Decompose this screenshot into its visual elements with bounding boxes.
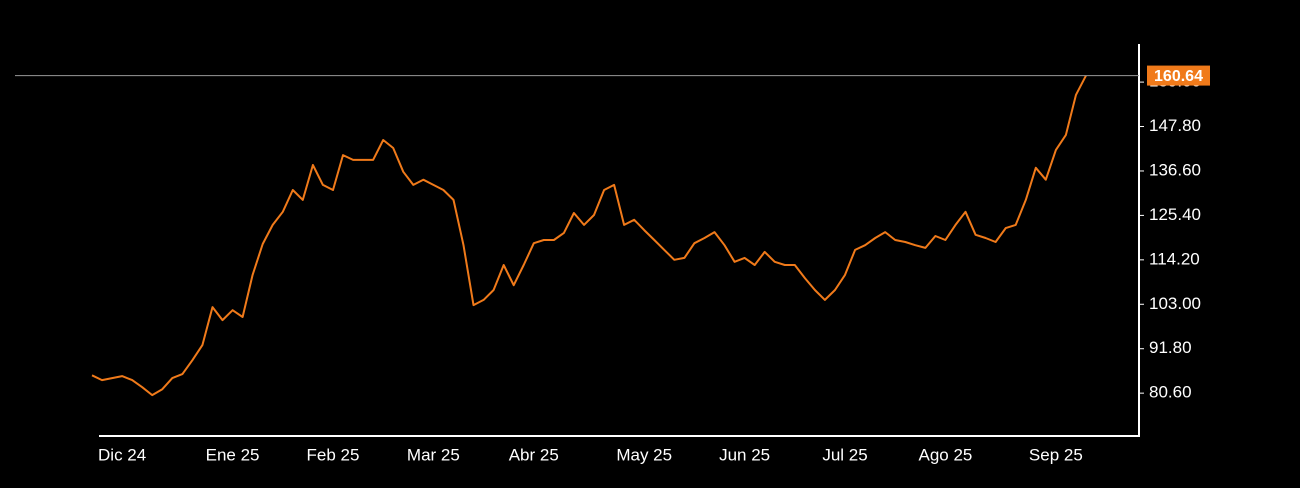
x-tick-label: May 25 <box>616 445 672 464</box>
x-tick-label: Feb 25 <box>307 445 360 464</box>
y-tick-label: 80.60 <box>1149 383 1192 402</box>
x-tick-label: Mar 25 <box>407 445 460 464</box>
y-tick-label: 114.20 <box>1149 249 1200 268</box>
x-tick-label: Sep 25 <box>1029 445 1083 464</box>
y-tick-label: 103.00 <box>1149 294 1201 313</box>
x-tick-label: Dic 24 <box>98 445 146 464</box>
x-tick-label: Ene 25 <box>206 445 260 464</box>
x-tick-label: Abr 25 <box>509 445 559 464</box>
y-tick-label: 91.80 <box>1149 338 1192 357</box>
y-tick-label: 136.60 <box>1149 160 1201 179</box>
current-value-badge <box>1147 65 1210 86</box>
x-tick-label: Jun 25 <box>719 445 770 464</box>
y-tick-label: 147.80 <box>1149 116 1201 135</box>
x-tick-label: Jul 25 <box>822 445 867 464</box>
x-tick-label: Ago 25 <box>918 445 972 464</box>
price-line <box>91 75 1087 397</box>
current-value-label: 160.64 <box>1154 68 1203 85</box>
y-tick-label: 125.40 <box>1149 205 1201 224</box>
